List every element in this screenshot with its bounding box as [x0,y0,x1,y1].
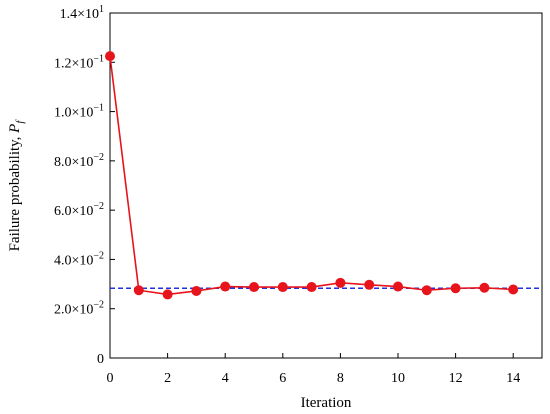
data-points [105,51,519,300]
y-axis-title-symbol: P [7,124,23,134]
y-axis-title: Failure probability, Pf [7,119,26,252]
x-tick-label: 12 [449,371,463,386]
y-tick-exponent: 1 [99,4,104,15]
y-tick-mantissa: 0 [97,352,104,367]
data-point [508,284,519,295]
plot-frame [109,12,543,359]
y-tick-mantissa: 1.4×10 [60,7,99,22]
data-point [220,281,231,292]
y-tick-label: 0 [97,352,104,367]
x-tick-label: 8 [337,371,344,386]
data-point [364,279,375,290]
data-point [133,285,144,296]
data-point [249,282,259,293]
data-point [277,282,288,293]
y-tick-exponent: −2 [93,152,104,163]
y-tick-exponent: −2 [93,250,104,261]
plot-area [109,12,543,359]
x-tick-label: 6 [279,371,286,386]
data-point [393,281,403,292]
x-tick-label: 2 [164,371,171,386]
data-point [479,282,490,293]
x-tick-label: 14 [506,371,520,386]
y-tick-mantissa: 1.0×10 [54,106,93,121]
y-tick-exponent: −2 [93,201,104,212]
data-point [421,285,432,296]
x-axis-title: Iteration [301,395,352,411]
y-tick-label: 6.0×10−2 [54,201,104,219]
y-tick-mantissa: 2.0×10 [54,303,93,318]
y-tick-mantissa: 6.0×10 [54,204,93,219]
x-axis: 0 2 4 6 8 10 12 14 [107,353,520,386]
y-tick-label: 1.4×101 [60,4,104,22]
data-point [191,285,202,296]
data-point [162,289,173,300]
y-axis-title-text: Failure probability, [7,133,23,252]
series-line [109,56,514,296]
y-tick-exponent: −2 [93,300,104,311]
data-point [335,277,346,288]
y-tick-mantissa: 8.0×10 [54,155,93,170]
y-tick-mantissa: 4.0×10 [54,253,93,268]
y-tick-mantissa: 1.2×10 [54,56,93,71]
y-tick-label: 1.2×10−1 [54,53,104,71]
y-tick-exponent: −1 [93,103,104,114]
data-point [450,283,461,294]
x-tick-label: 4 [222,371,229,386]
y-tick-label: 2.0×10−2 [54,300,104,318]
data-point [105,51,115,62]
y-tick-exponent: −1 [93,53,104,64]
y-tick-label: 4.0×10−2 [54,250,104,268]
x-tick-label: 10 [391,371,405,386]
y-axis-title-subscript: f [14,119,26,124]
x-tick-label: 0 [107,371,114,386]
y-tick-label: 8.0×10−2 [54,152,104,170]
y-tick-label: 1.0×10−1 [54,103,104,121]
data-point [306,282,317,293]
y-axis: 02.0×10−24.0×10−26.0×10−28.0×10−21.0×10−… [54,4,115,367]
